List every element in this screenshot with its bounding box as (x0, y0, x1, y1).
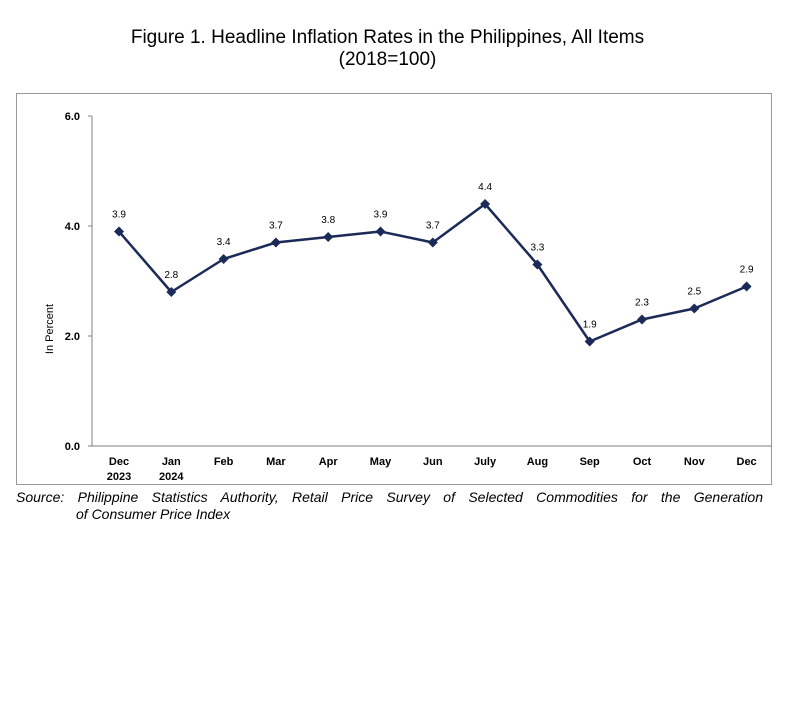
source-line2: of Consumer Price Index (76, 506, 231, 522)
x-tick-label: July (474, 456, 497, 468)
chart-title-line1: Figure 1. Headline Inflation Rates in th… (130, 27, 645, 48)
data-label: 3.9 (112, 210, 126, 221)
x-tick-label: Nov (684, 456, 706, 468)
data-label: 2.3 (635, 298, 649, 309)
source-line1: Source: Philippine Statistics Authority,… (16, 489, 763, 505)
y-tick-label: 2.0 (65, 331, 80, 343)
x-tick-label: Dec (737, 456, 757, 468)
data-label: 2.5 (687, 287, 701, 298)
x-tick-label: Sep (580, 456, 600, 468)
data-label: 3.3 (530, 243, 544, 254)
data-point-marker (114, 226, 124, 237)
data-label: 3.7 (269, 221, 283, 232)
data-point-marker (270, 237, 281, 248)
x-tick-label: Oct (633, 456, 652, 468)
data-label: 4.4 (478, 182, 492, 193)
data-point-marker (480, 199, 491, 209)
x-tick-sublabel: 2023 (107, 471, 131, 483)
data-label: 2.8 (164, 270, 178, 281)
y-axis-title: In Percent (44, 304, 56, 354)
data-point-marker (166, 287, 177, 297)
x-tick-label: Jun (423, 456, 443, 468)
data-label: 3.9 (374, 210, 388, 221)
y-tick-label: 6.0 (65, 111, 80, 123)
x-tick-label: Jan (162, 456, 181, 468)
x-tick-label: Aug (527, 456, 548, 468)
y-tick-label: 4.0 (65, 221, 80, 233)
data-point-marker (637, 314, 647, 325)
data-point-marker (218, 254, 229, 264)
data-point-marker (741, 281, 752, 292)
x-tick-sublabel: 2024 (159, 471, 184, 483)
data-point-marker (427, 237, 438, 248)
data-point-marker (532, 259, 543, 270)
x-tick-label: Apr (319, 456, 339, 468)
x-tick-label: Mar (266, 456, 286, 468)
data-label: 1.9 (583, 320, 597, 331)
source-note: Source: Philippine Statistics Authority,… (16, 489, 763, 523)
chart-title: Figure 1. Headline Inflation Rates in th… (0, 27, 775, 71)
chart-frame (16, 93, 772, 485)
data-label: 3.4 (217, 237, 231, 248)
x-tick-label: May (370, 456, 392, 468)
chart-title-line2: (2018=100) (338, 49, 437, 70)
data-label: 2.9 (740, 265, 754, 276)
data-label: 3.7 (426, 221, 440, 232)
data-point-marker (375, 226, 386, 237)
data-point-marker (689, 303, 700, 314)
x-tick-label: Dec (109, 456, 129, 468)
data-label: 3.8 (321, 215, 335, 226)
data-point-marker (323, 232, 334, 242)
y-tick-label: 0.0 (65, 441, 80, 453)
data-point-marker (584, 336, 595, 347)
x-tick-label: Feb (214, 456, 234, 468)
